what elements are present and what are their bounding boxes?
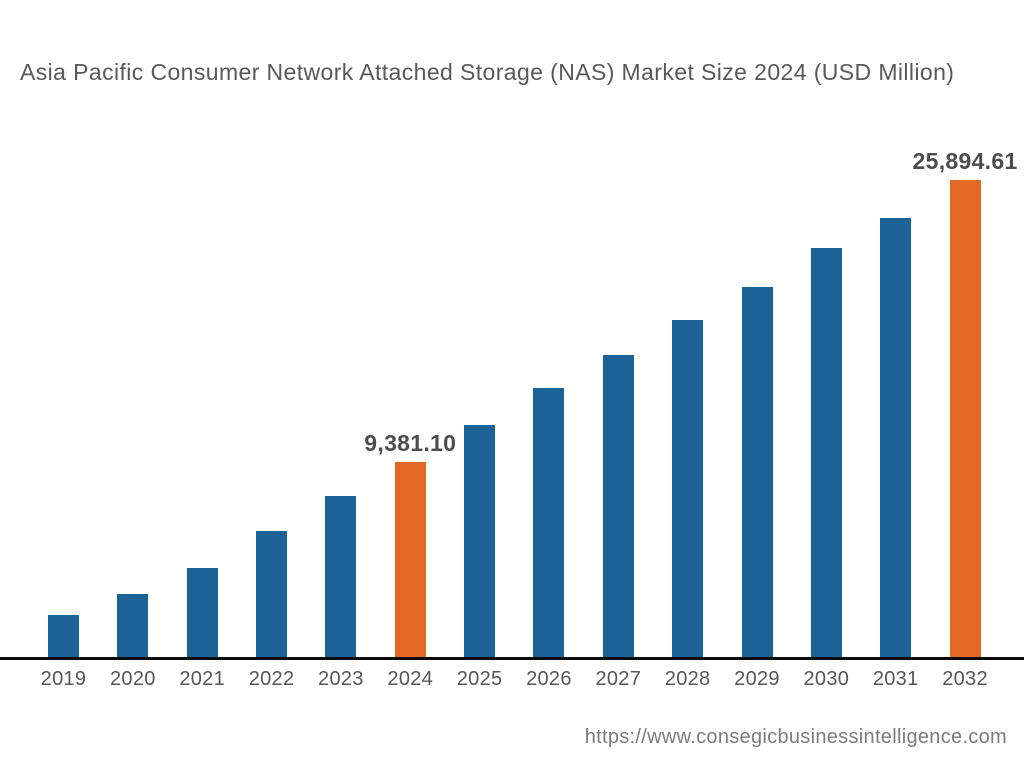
x-tick-2021: 2021 (179, 668, 226, 690)
bar-2031 (880, 218, 912, 657)
bar-2032 (949, 180, 981, 657)
value-label-2024: 9,381.10 (364, 430, 457, 456)
bar-2030 (810, 248, 842, 657)
x-tick-2022: 2022 (248, 668, 295, 690)
bar-2026 (533, 388, 565, 657)
bar-2022 (256, 531, 288, 657)
bar-2024 (394, 462, 426, 657)
chart-title: Asia Pacific Consumer Network Attached S… (20, 59, 955, 85)
bar-2028 (672, 320, 704, 657)
x-tick-2029: 2029 (734, 668, 780, 690)
bar-2021 (186, 568, 218, 657)
x-tick-2024: 2024 (387, 668, 434, 690)
bar-2029 (741, 287, 773, 657)
bar-2027 (602, 355, 634, 657)
x-tick-2028: 2028 (664, 668, 711, 690)
x-tick-2023: 2023 (318, 668, 364, 690)
x-tick-2030: 2030 (803, 668, 850, 690)
x-tick-2031: 2031 (872, 668, 919, 690)
bar-2019 (48, 615, 79, 657)
x-tick-2019: 2019 (40, 668, 87, 690)
x-tick-2026: 2026 (526, 668, 572, 690)
bar-2020 (117, 594, 149, 657)
x-tick-2025: 2025 (456, 668, 503, 690)
source-url: https://www.consegicbusinessintelligence… (584, 726, 1007, 748)
bar-2023 (325, 496, 357, 657)
x-tick-2032: 2032 (942, 668, 988, 690)
bar-2025 (464, 425, 496, 657)
x-tick-2027: 2027 (595, 668, 642, 690)
value-label-2032: 25,894.61 (912, 148, 1018, 174)
x-axis-line (0, 657, 1024, 660)
x-tick-2020: 2020 (109, 668, 156, 690)
